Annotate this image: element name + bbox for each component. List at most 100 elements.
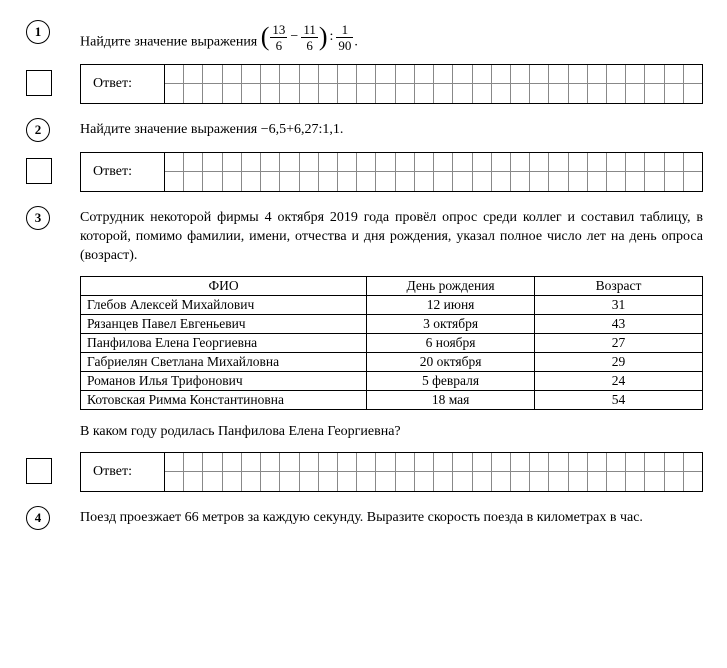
score-checkbox-2[interactable] (26, 158, 52, 184)
answer-cell[interactable] (607, 153, 626, 171)
answer-cell[interactable] (357, 472, 376, 491)
answer-cell[interactable] (626, 172, 645, 191)
answer-cell[interactable] (280, 472, 299, 491)
answer-cell[interactable] (165, 153, 184, 171)
answer-cell[interactable] (530, 472, 549, 491)
answer-cell[interactable] (184, 472, 203, 491)
answer-cell[interactable] (530, 172, 549, 191)
answer-cell[interactable] (338, 153, 357, 171)
answer-cell[interactable] (530, 65, 549, 83)
answer-cell[interactable] (242, 65, 261, 83)
answer-cell[interactable] (434, 172, 453, 191)
answer-cell[interactable] (607, 172, 626, 191)
answer-cell[interactable] (223, 172, 242, 191)
answer-cell[interactable] (607, 65, 626, 83)
answer-cell[interactable] (511, 453, 530, 471)
answer-cell[interactable] (645, 472, 664, 491)
answer-cell[interactable] (184, 153, 203, 171)
answer-cell[interactable] (376, 453, 395, 471)
answer-cell[interactable] (530, 153, 549, 171)
answer-cell[interactable] (415, 453, 434, 471)
answer-cell[interactable] (434, 453, 453, 471)
answer-cell[interactable] (453, 472, 472, 491)
answer-cell[interactable] (261, 172, 280, 191)
answer-cell[interactable] (242, 453, 261, 471)
answer-cell[interactable] (549, 153, 568, 171)
answer-cell[interactable] (357, 153, 376, 171)
answer-cell[interactable] (626, 153, 645, 171)
answer-cell[interactable] (626, 65, 645, 83)
answer-cell[interactable] (223, 472, 242, 491)
answer-cell[interactable] (645, 453, 664, 471)
answer-cell[interactable] (319, 84, 338, 103)
answer-cell[interactable] (203, 453, 222, 471)
answer-cell[interactable] (184, 172, 203, 191)
answer-grid-1[interactable] (165, 65, 702, 103)
answer-cell[interactable] (415, 153, 434, 171)
answer-cell[interactable] (473, 472, 492, 491)
answer-cell[interactable] (645, 153, 664, 171)
answer-cell[interactable] (338, 65, 357, 83)
answer-cell[interactable] (588, 65, 607, 83)
answer-cell[interactable] (415, 84, 434, 103)
answer-cell[interactable] (184, 84, 203, 103)
answer-cell[interactable] (319, 65, 338, 83)
answer-cell[interactable] (569, 472, 588, 491)
answer-cell[interactable] (415, 65, 434, 83)
answer-cell[interactable] (473, 453, 492, 471)
answer-cell[interactable] (300, 84, 319, 103)
answer-cell[interactable] (223, 84, 242, 103)
answer-cell[interactable] (415, 472, 434, 491)
answer-cell[interactable] (665, 472, 684, 491)
answer-cell[interactable] (626, 84, 645, 103)
answer-cell[interactable] (569, 84, 588, 103)
answer-cell[interactable] (434, 84, 453, 103)
answer-cell[interactable] (203, 84, 222, 103)
answer-cell[interactable] (684, 153, 702, 171)
answer-cell[interactable] (376, 172, 395, 191)
answer-cell[interactable] (684, 65, 702, 83)
score-checkbox-1[interactable] (26, 70, 52, 96)
answer-cell[interactable] (588, 84, 607, 103)
answer-cell[interactable] (338, 472, 357, 491)
answer-cell[interactable] (453, 65, 472, 83)
answer-cell[interactable] (396, 84, 415, 103)
answer-cell[interactable] (319, 172, 338, 191)
answer-cell[interactable] (665, 84, 684, 103)
answer-cell[interactable] (684, 453, 702, 471)
answer-cell[interactable] (453, 453, 472, 471)
answer-cell[interactable] (511, 65, 530, 83)
answer-cell[interactable] (280, 172, 299, 191)
answer-cell[interactable] (684, 172, 702, 191)
answer-cell[interactable] (338, 453, 357, 471)
answer-cell[interactable] (569, 153, 588, 171)
answer-cell[interactable] (261, 153, 280, 171)
answer-cell[interactable] (300, 472, 319, 491)
answer-grid-2[interactable] (165, 153, 702, 191)
answer-cell[interactable] (319, 453, 338, 471)
answer-cell[interactable] (357, 65, 376, 83)
answer-cell[interactable] (242, 153, 261, 171)
answer-cell[interactable] (376, 84, 395, 103)
answer-cell[interactable] (415, 172, 434, 191)
answer-cell[interactable] (165, 65, 184, 83)
answer-cell[interactable] (280, 153, 299, 171)
answer-cell[interactable] (242, 84, 261, 103)
answer-cell[interactable] (357, 453, 376, 471)
answer-cell[interactable] (203, 472, 222, 491)
answer-cell[interactable] (396, 472, 415, 491)
answer-cell[interactable] (588, 153, 607, 171)
answer-cell[interactable] (549, 65, 568, 83)
answer-cell[interactable] (300, 153, 319, 171)
answer-cell[interactable] (223, 153, 242, 171)
answer-cell[interactable] (300, 172, 319, 191)
answer-cell[interactable] (665, 453, 684, 471)
answer-cell[interactable] (511, 472, 530, 491)
answer-cell[interactable] (511, 153, 530, 171)
answer-cell[interactable] (530, 453, 549, 471)
answer-cell[interactable] (549, 172, 568, 191)
answer-cell[interactable] (569, 453, 588, 471)
answer-cell[interactable] (261, 472, 280, 491)
answer-cell[interactable] (549, 84, 568, 103)
answer-cell[interactable] (280, 84, 299, 103)
